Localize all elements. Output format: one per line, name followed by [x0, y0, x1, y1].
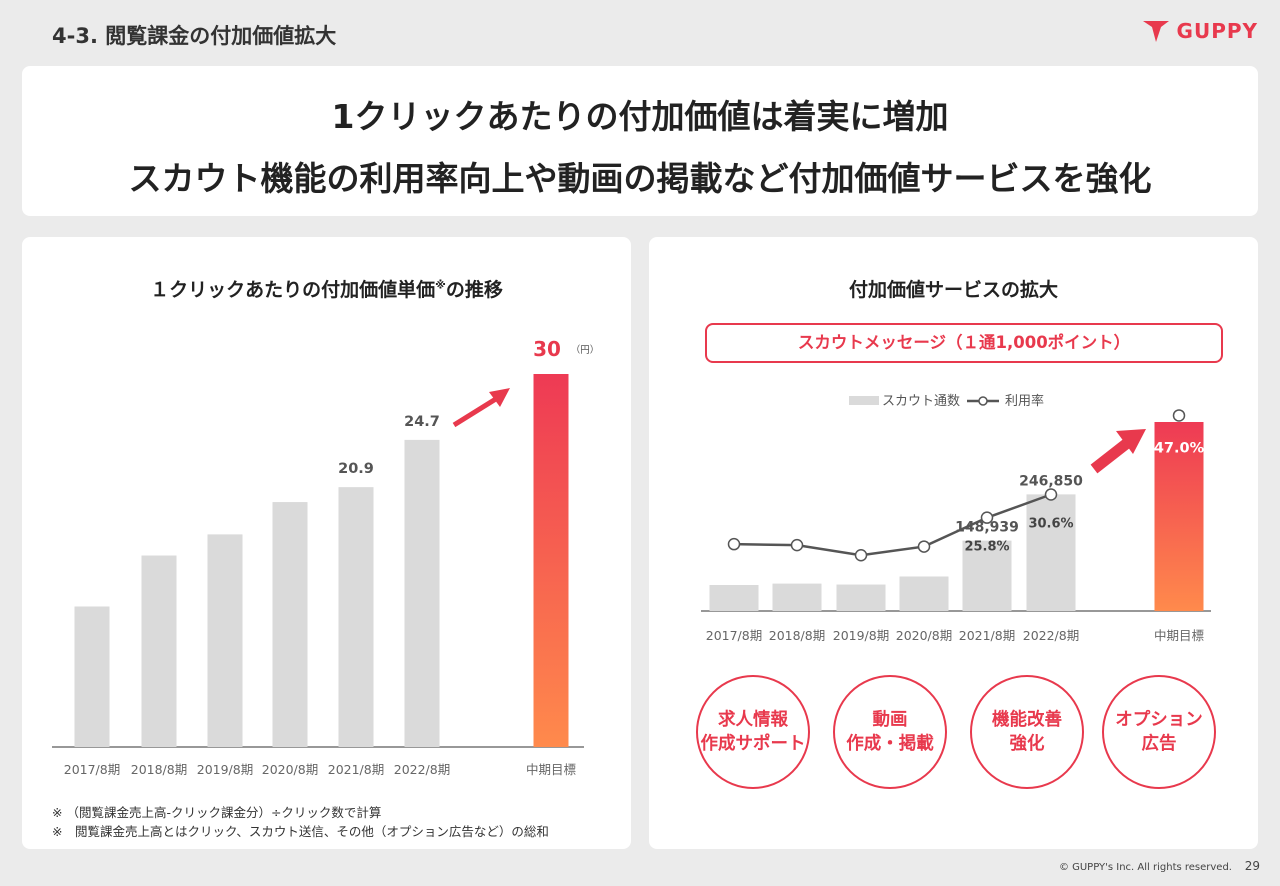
growth-arrow-head: [489, 388, 510, 407]
bar-3: [272, 502, 308, 747]
right-chart-title: 付加価値サービスの拡大: [848, 279, 1058, 301]
growth-arrow-shaft: [1090, 439, 1130, 474]
x-tick-label: 2020/8期: [262, 762, 318, 777]
usage-rate-point-4: [980, 511, 994, 524]
bar-1: [141, 555, 177, 747]
guppy-logo-icon: [1142, 21, 1169, 42]
x-tick-label: 2021/8期: [328, 762, 384, 777]
bar-3: [899, 576, 949, 611]
x-tick-label: 2018/8期: [769, 628, 825, 643]
service-circle-feature-improvement: 機能改善 強化: [970, 675, 1084, 789]
x-tick-label: 2017/8期: [64, 762, 120, 777]
bar-4: [962, 540, 1012, 611]
bar-5: [1026, 494, 1076, 611]
guppy-logo: GUPPY: [1141, 18, 1258, 44]
service-circle-option-ads: オプション 広告: [1102, 675, 1216, 789]
unit-label: （円）: [571, 344, 600, 356]
bar-5: [404, 439, 440, 747]
data-label-goal: 30: [533, 337, 561, 361]
value-per-click-chart: 2017/8期 2018/8期 2019/8期 2020/8期 2021/8期 20.9 2…: [52, 337, 600, 777]
x-tick-label: 2018/8期: [131, 762, 187, 777]
legend-bar-label: スカウト通数: [882, 394, 960, 409]
x-tick-label: 2021/8期: [959, 628, 1015, 643]
usage-rate-line: [733, 493, 1052, 557]
usage-rate-point-0: [727, 537, 741, 551]
usage-rate-point-2: [854, 548, 868, 562]
x-tick-label: 2022/8期: [394, 762, 450, 777]
x-tick-label: 2019/8期: [197, 762, 253, 777]
bar-1: [772, 583, 822, 611]
footnote-2: ※ 閲覧課金売上高とはクリック、スカウト送信、その他（オプション広告など）の総和: [52, 824, 549, 839]
growth-arrow-shaft: [452, 394, 501, 428]
footnote-1: ※ （閲覧課金売上高-クリック課金分）÷クリック数で計算: [52, 805, 382, 820]
logo-text: GUPPY: [1176, 19, 1258, 43]
headline-line-1: 1クリックあたりの付加価値は着実に増加: [331, 97, 949, 136]
headline-box: 1クリックあたりの付加価値は着実に増加 スカウト機能の利用率向上や動画の掲載など…: [22, 66, 1258, 216]
service-circle-job-support: 求人情報 作成サポート: [696, 675, 810, 789]
section-title: 4-3. 閲覧課金の付加価値拡大: [52, 24, 337, 48]
data-label: 20.9: [338, 461, 374, 477]
usage-rate-label: 47.0%: [1154, 440, 1205, 456]
legend-line-marker: [978, 396, 988, 406]
scout-message-banner: スカウトメッセージ（１通1,000ポイント）: [705, 323, 1223, 363]
copyright: © GUPPY's Inc. All rights reserved.: [1058, 862, 1232, 873]
bar-4: [338, 487, 374, 747]
x-tick-label: 2022/8期: [1023, 628, 1079, 643]
usage-rate-point-3: [917, 540, 931, 553]
usage-rate-label: 30.6%: [1028, 517, 1073, 532]
bar-2: [836, 584, 886, 611]
right-chart-panel: 付加価値サービスの拡大 スカウトメッセージ（１通1,000ポイント） スカウト通…: [649, 237, 1258, 849]
headline-line-2: スカウト機能の利用率向上や動画の掲載など付加価値サービスを強化: [128, 159, 1152, 198]
legend-line-label: 利用率: [1005, 393, 1044, 409]
bar-6: [533, 374, 569, 747]
bar-0: [709, 585, 759, 611]
data-label: 24.7: [404, 414, 440, 430]
service-circle-video: 動画 作成・掲載: [833, 675, 947, 789]
x-tick-label: 2017/8期: [706, 628, 762, 643]
page-number: 29: [1244, 859, 1260, 873]
x-tick-label: 2019/8期: [833, 628, 889, 643]
left-chart-panel: １クリックあたりの付加価値単価※の推移 2017/8期 2018/8期 2019/8…: [22, 237, 631, 849]
left-chart-title: １クリックあたりの付加価値単価※の推移: [150, 278, 503, 301]
x-tick-label: 中期目標: [526, 762, 577, 777]
footnotes: ※ （閲覧課金売上高-クリック課金分）÷クリック数で計算 ※ 閲覧課金売上高とは…: [52, 803, 549, 841]
usage-rate-point-5: [1044, 488, 1058, 501]
usage-rate-point-1: [790, 538, 804, 552]
legend-bar-swatch: [849, 396, 879, 405]
x-tick-label: 2020/8期: [896, 628, 952, 643]
usage-rate-point-6: [1172, 409, 1186, 422]
bar-0: [74, 606, 110, 747]
bar-data-label: 246,850: [1019, 473, 1083, 489]
scout-service-chart: スカウト通数 利用率 2017/8期 2018/8期 2019/8期 2020/8期 202…: [701, 393, 1211, 643]
bar-6: [1154, 422, 1204, 611]
growth-arrow-head: [1116, 429, 1146, 454]
usage-rate-label: 25.8%: [964, 540, 1009, 555]
bar-2: [207, 534, 243, 747]
x-tick-label: 中期目標: [1154, 628, 1205, 643]
